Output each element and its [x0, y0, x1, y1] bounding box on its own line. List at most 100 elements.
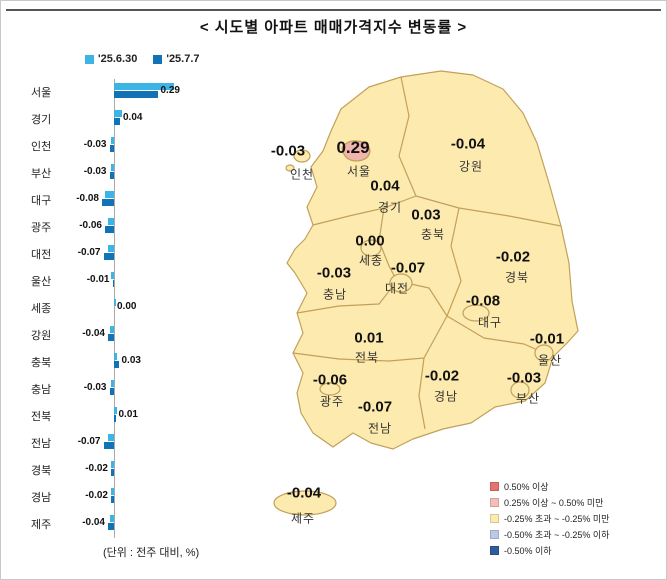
map-legend-label: 0.25% 이상 ~ 0.50% 미만 — [504, 498, 604, 508]
bar-value-label: 0.01 — [118, 409, 138, 420]
map-region-value: -0.03 — [270, 142, 306, 160]
map-daejeon-enclave — [389, 273, 413, 293]
bar-row: 경남 -0.02 — [9, 482, 227, 509]
bar-'25.6.30 — [108, 434, 114, 441]
bar-row: 인천 -0.03 — [9, 131, 227, 158]
bar-'25.7.7 — [109, 172, 114, 179]
map-region-value: -0.01 — [529, 330, 565, 348]
map-region-name: 제주 — [290, 511, 316, 526]
bar-row: 대구 -0.08 — [9, 185, 227, 212]
bar-chart: 서울 0.29 경기 0.04 인천 -0.03 부산 -0.03 대구 -0.08 광주 -0.06… — [9, 77, 227, 540]
bar-area: 0.04 — [64, 104, 227, 131]
map-jeju-island — [273, 490, 337, 516]
bar-row: 서울 0.29 — [9, 77, 227, 104]
map-region-name: 세종 — [358, 253, 384, 268]
bar-row: 경기 0.04 — [9, 104, 227, 131]
bar-value-label: -0.03 — [83, 166, 107, 177]
bar-'25.6.30 — [105, 191, 114, 198]
map-legend-swatch-icon — [490, 514, 499, 523]
bar-'25.6.30 — [108, 218, 114, 225]
bar-region-label: 대전 — [31, 249, 52, 261]
bar-area: -0.02 — [64, 455, 227, 482]
bar-area: -0.07 — [64, 239, 227, 266]
bar-region-label: 부산 — [31, 168, 52, 180]
map-region-name: 전남 — [367, 421, 393, 436]
map-seoul-region — [341, 140, 371, 162]
bar-'25.7.7 — [102, 199, 114, 206]
bar-'25.7.7 — [114, 415, 116, 422]
map-region-value: -0.04 — [450, 135, 486, 153]
bar-value-label: -0.04 — [82, 517, 105, 528]
map-legend-label: -0.50% 초과 ~ -0.25% 이하 — [504, 530, 610, 540]
bar-'25.6.30 — [108, 245, 114, 252]
map-region-name: 부산 — [515, 391, 541, 406]
bar-row: 세종 0.00 — [9, 293, 227, 320]
bar-region-label: 경기 — [31, 114, 52, 126]
bar-value-label: -0.02 — [85, 463, 108, 474]
map-region-name: 전북 — [354, 350, 380, 365]
map-busan-enclave — [510, 381, 530, 399]
map-region-value: 0.00 — [355, 232, 385, 250]
bar-'25.6.30 — [114, 407, 117, 414]
map-region-name: 경남 — [433, 389, 459, 404]
bar-region-label: 서울 — [31, 87, 52, 99]
bar-value-label: 0.04 — [123, 112, 143, 123]
map-legend-swatch-icon — [490, 498, 499, 507]
korea-map: -0.03 인천 0.29 서울 -0.04 강원 0.04 경기 0.03 충북 0.00 세종 -0… — [229, 56, 665, 561]
bar-'25.7.7 — [103, 253, 114, 260]
bar-row: 광주 -0.06 — [9, 212, 227, 239]
bar-'25.7.7 — [111, 496, 114, 503]
map-legend-row: -0.50% 초과 ~ -0.25% 이하 — [490, 528, 609, 541]
map-region-name: 광주 — [319, 394, 345, 409]
bar-'25.7.7 — [114, 361, 119, 368]
bar-region-label: 전북 — [31, 411, 52, 423]
bar-'25.6.30 — [109, 515, 114, 522]
map-region-name: 대구 — [477, 315, 503, 330]
bar-'25.7.7 — [114, 118, 120, 125]
bar-region-label: 충북 — [31, 357, 52, 369]
map-province-borders — [292, 76, 562, 430]
bar-'25.6.30 — [111, 272, 114, 279]
bar-area: -0.04 — [64, 509, 227, 536]
bar-area: -0.01 — [64, 266, 227, 293]
map-legend-row: -0.25% 초과 ~ -0.25% 미만 — [490, 512, 609, 525]
bar-chart-zero-axis — [114, 79, 115, 538]
bar-row: 충남 -0.03 — [9, 374, 227, 401]
bar-value-label: 0.00 — [117, 301, 137, 312]
bar-'25.6.30 — [114, 110, 122, 117]
bar-value-label: -0.08 — [76, 193, 99, 204]
map-legend-swatch-icon — [490, 482, 499, 491]
bar-'25.6.30 — [111, 461, 114, 468]
bar-value-label: 0.03 — [121, 355, 141, 366]
map-region-value: 0.29 — [336, 138, 370, 157]
map-ulsan-enclave — [534, 344, 554, 362]
bar-'25.7.7 — [108, 523, 114, 530]
map-region-value: -0.08 — [465, 292, 501, 310]
bar-area: -0.04 — [64, 320, 227, 347]
map-region-name: 충남 — [322, 287, 348, 302]
bar-chart-rows: 서울 0.29 경기 0.04 인천 -0.03 부산 -0.03 대구 -0.08 광주 -0.06… — [9, 77, 227, 536]
map-region-name: 인천 — [289, 167, 315, 182]
map-sejong-enclave — [360, 239, 382, 257]
legend-label-this-week: '25.7.7 — [166, 53, 200, 65]
map-labels: -0.03 인천 0.29 서울 -0.04 강원 0.04 경기 0.03 충북 0.00 세종 -0… — [229, 56, 665, 561]
bar-region-label: 충남 — [31, 384, 52, 396]
map-region-value: 0.04 — [370, 177, 400, 195]
map-mainland-outline — [286, 70, 579, 450]
bar-value-label: -0.06 — [79, 220, 102, 231]
bar-'25.7.7 — [109, 145, 114, 152]
map-region-value: -0.02 — [495, 248, 531, 266]
bar-row: 충북 0.03 — [9, 347, 227, 374]
bar-area: 0.01 — [64, 401, 227, 428]
korea-map-svg — [273, 70, 579, 516]
map-region-value: 0.03 — [411, 206, 441, 224]
bar-'25.7.7 — [105, 226, 114, 233]
map-legend-row: 0.25% 이상 ~ 0.50% 미만 — [490, 496, 609, 509]
bar-row: 전남 -0.07 — [9, 428, 227, 455]
bar-area: 0.29 — [64, 77, 227, 104]
map-region-value: -0.03 — [316, 264, 352, 282]
map-incheon-island-small — [285, 164, 295, 172]
map-region-name: 대전 — [384, 281, 410, 296]
bar-value-label: -0.07 — [77, 436, 101, 447]
